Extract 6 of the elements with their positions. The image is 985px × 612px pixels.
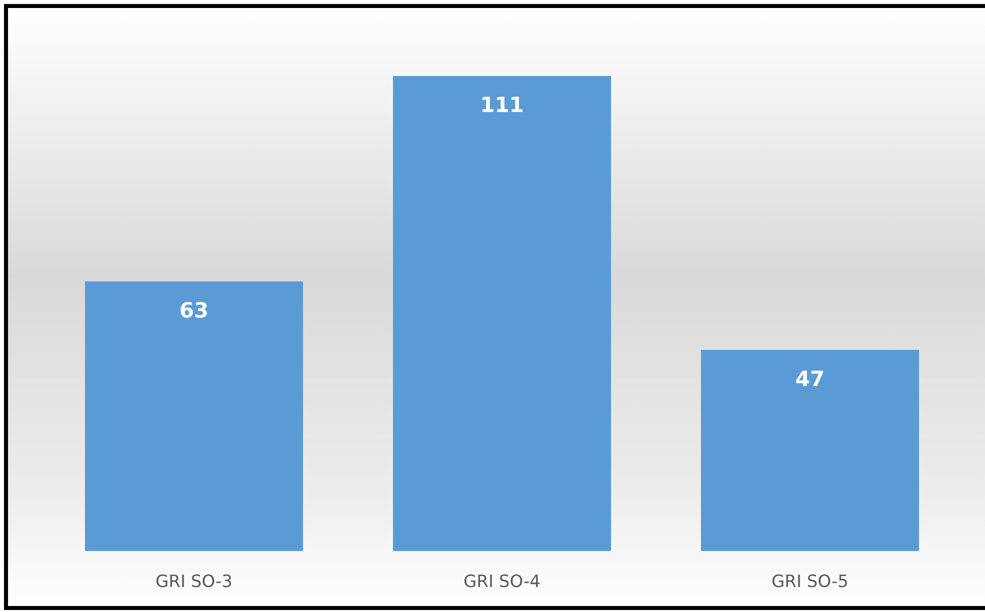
x-tick-label: GRI SO-5 [772, 572, 848, 592]
data-label: 111 [480, 93, 524, 117]
x-tick-label: GRI SO-4 [464, 572, 540, 592]
data-label: 63 [179, 298, 209, 322]
data-label: 47 [795, 366, 825, 391]
x-tick-label: GRI SO-3 [156, 572, 232, 592]
